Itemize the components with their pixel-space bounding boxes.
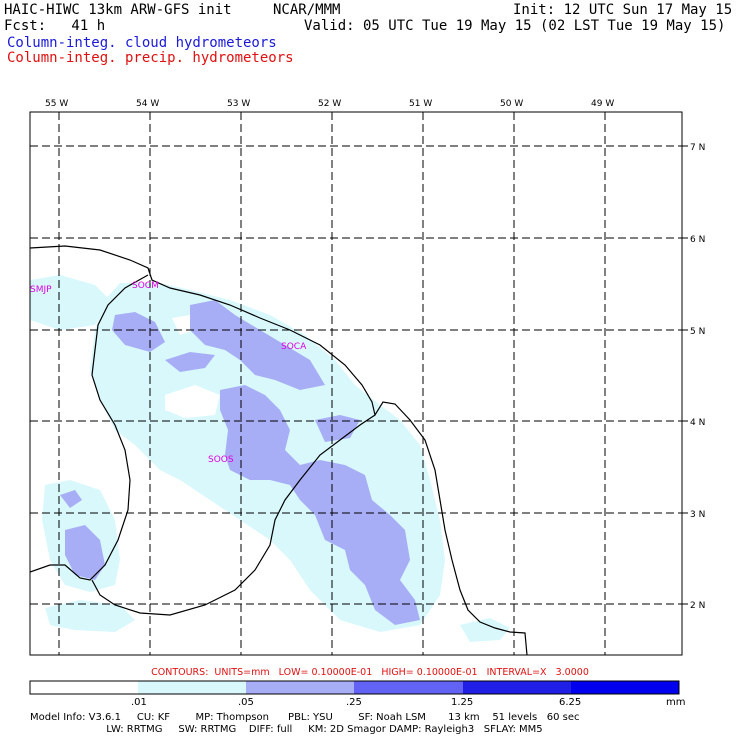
lat-label-4n: 4 N	[690, 418, 705, 428]
map-frame	[29, 111, 683, 656]
lon-label-55w: 55 W	[45, 99, 68, 109]
colorbar-bin-4	[463, 681, 571, 694]
lon-label-52w: 52 W	[318, 99, 341, 109]
right-ticks	[682, 145, 688, 605]
colorbar-tick-2: .25	[346, 697, 362, 708]
colorbar: .01 .05 .25 1.25 6.25 mm	[29, 680, 685, 708]
contours-info: CONTOURS: UNITS=mm LOW= 0.10000E-01 HIGH…	[151, 667, 589, 678]
field-cloud-label: Column-integ. cloud hydrometeors	[7, 35, 277, 51]
precip-field-east	[315, 415, 360, 442]
colorbar-tick-3: 1.25	[451, 697, 473, 708]
lat-label-3n: 3 N	[690, 510, 705, 520]
clear-hole-1	[165, 385, 220, 418]
precip-field-west-small	[60, 490, 82, 508]
model-title: HAIC-HIWC 13km ARW-GFS init	[4, 2, 232, 18]
colorbar-tick-0: .01	[131, 697, 147, 708]
cloud-field-northwest	[30, 275, 110, 330]
border-french-guiana-brazil	[91, 414, 376, 616]
colorbar-units: mm	[666, 697, 685, 708]
colorbar-tick-4: 6.25	[559, 697, 581, 708]
model-info-line-1: Model Info: V3.6.1 CU: KF MP: Thompson P…	[30, 712, 580, 723]
lon-label-54w: 54 W	[136, 99, 159, 109]
colorbar-tick-1: .05	[238, 697, 254, 708]
precip-field-core	[220, 385, 420, 625]
lon-label-51w: 51 W	[409, 99, 432, 109]
colorbar-bin-5	[571, 681, 679, 694]
lat-label-6n: 6 N	[690, 235, 705, 245]
station-socm: SOCM	[132, 281, 159, 291]
colorbar-bin-0	[30, 681, 138, 694]
organization: NCAR/MMM	[273, 2, 341, 18]
precip-field-mid	[165, 352, 215, 372]
station-soca: SOCA	[281, 342, 307, 352]
precip-field-upper-left	[112, 312, 165, 352]
field-precip-label: Column-integ. precip. hydrometeors	[7, 50, 294, 66]
lat-label-5n: 5 N	[690, 327, 705, 337]
coastlines-borders	[30, 245, 528, 655]
cloud-field-southeast	[460, 618, 510, 642]
cloud-field-south	[45, 600, 135, 632]
hydrometeor-shading	[30, 275, 510, 642]
precip-field-west	[65, 525, 105, 580]
colorbar-bin-3	[354, 681, 463, 694]
colorbar-frame	[29, 680, 680, 695]
forecast-hour: Fcst: 41 h	[4, 18, 106, 34]
model-info-line-2: LW: RRTMG SW: RRTMG DIFF: full KM: 2D Sm…	[30, 724, 543, 735]
station-smjp: SMJP	[30, 285, 52, 295]
precip-field-center	[190, 300, 325, 390]
lat-label-2n: 2 N	[690, 601, 705, 611]
lon-label-49w: 49 W	[591, 99, 614, 109]
station-soos: SOOS	[208, 455, 234, 465]
valid-time: Valid: 05 UTC Tue 19 May 15 (02 LST Tue …	[304, 18, 726, 34]
border-suriname-guiana	[30, 274, 149, 581]
init-time: Init: 12 UTC Sun 17 May 15	[513, 2, 733, 18]
lat-lon-grid	[30, 112, 682, 655]
lon-label-53w: 53 W	[227, 99, 250, 109]
colorbar-bin-2	[246, 681, 354, 694]
lon-label-50w: 50 W	[500, 99, 523, 109]
colorbar-bin-1	[138, 681, 246, 694]
lat-label-7n: 7 N	[690, 143, 705, 153]
